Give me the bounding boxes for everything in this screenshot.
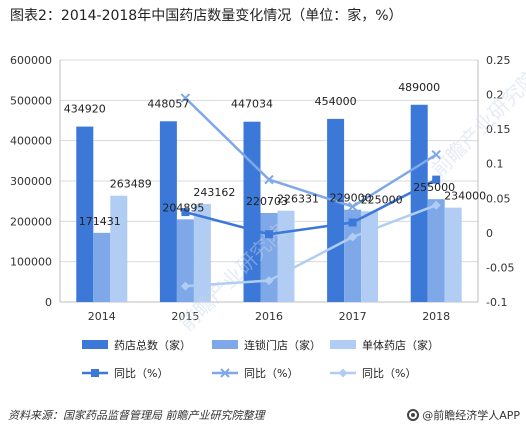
bar xyxy=(176,219,194,302)
data-label: 255000 xyxy=(413,181,455,194)
legend-label: 同比（%） xyxy=(362,367,416,380)
line-point xyxy=(431,150,441,160)
line-point xyxy=(347,201,358,212)
data-label: 234000 xyxy=(444,190,486,203)
y2-tick-label: -0.1 xyxy=(486,296,507,309)
legend-swatch xyxy=(330,340,356,349)
x-tick-label: 2018 xyxy=(422,310,450,323)
line-point xyxy=(431,200,441,210)
legend-label: 药店总数（家） xyxy=(114,338,191,352)
series-line xyxy=(184,97,437,208)
legend-label: 同比（%） xyxy=(114,367,168,380)
y-tick-label: 0 xyxy=(45,296,52,309)
bar xyxy=(277,210,295,302)
footer: 资料来源：国家药品监督管理局 前瞻产业研究院整理 @前瞻经济学人APP xyxy=(8,407,520,427)
y2-tick-label: 0.15 xyxy=(486,123,511,136)
watermark-text: 前瞻产业研究院 xyxy=(427,66,526,182)
bar xyxy=(444,207,462,302)
bar xyxy=(327,118,345,303)
bar xyxy=(110,195,128,302)
data-label: 489000 xyxy=(398,81,440,94)
brand-logo-icon xyxy=(407,409,420,421)
bar xyxy=(193,203,211,302)
bar xyxy=(93,232,111,302)
y-tick-label: 100000 xyxy=(10,256,52,269)
line-point xyxy=(181,208,190,217)
bar xyxy=(361,211,379,302)
legend-swatch xyxy=(212,340,238,349)
bar xyxy=(427,199,445,302)
x-tick-label: 2017 xyxy=(339,310,367,323)
legend-label: 连锁门店（家） xyxy=(244,338,321,352)
line-point xyxy=(220,368,230,378)
line-point xyxy=(180,93,191,103)
bar xyxy=(159,121,177,302)
x-tick-label: 2014 xyxy=(88,310,116,323)
data-label: 447034 xyxy=(231,98,273,111)
series-line xyxy=(185,178,437,236)
legend-label: 单体药店（家） xyxy=(362,338,439,352)
y-tick-label: 400000 xyxy=(10,135,52,148)
line-point xyxy=(91,369,99,377)
data-label: 454000 xyxy=(315,95,357,108)
line-point xyxy=(348,218,357,227)
line-point xyxy=(348,232,358,242)
line-point xyxy=(265,230,273,239)
y2-tick-label: 0.05 xyxy=(486,192,511,205)
line-point xyxy=(264,276,274,286)
line-point xyxy=(264,174,274,185)
bar xyxy=(344,209,362,302)
y-tick-label: 300000 xyxy=(10,175,52,188)
brand-text: @前瞻经济学人APP xyxy=(422,409,520,422)
chart-title: 图表2：2014-2018年中国药店数量变化情况（单位：家，%） xyxy=(10,8,403,24)
y2-tick-label: 0 xyxy=(486,227,493,240)
x-tick-label: 2015 xyxy=(171,310,199,323)
y2-tick-label: 0.2 xyxy=(486,89,504,102)
data-label: 225000 xyxy=(361,193,403,206)
line-point xyxy=(432,175,441,184)
x-tick-label: 2016 xyxy=(255,310,283,323)
legend-swatch xyxy=(82,340,108,349)
data-label: 171431 xyxy=(79,215,121,228)
y2-tick-label: -0.05 xyxy=(486,261,514,274)
bar xyxy=(76,126,94,302)
y-tick-label: 600000 xyxy=(10,54,52,67)
data-label: 263489 xyxy=(110,178,152,191)
brand-credit: @前瞻经济学人APP xyxy=(407,407,520,423)
y-tick-label: 200000 xyxy=(10,215,52,228)
line-point xyxy=(338,368,348,378)
line-point xyxy=(180,281,190,291)
data-label: 434920 xyxy=(64,103,106,116)
data-label: 243162 xyxy=(193,186,235,199)
y2-tick-label: 0.1 xyxy=(486,158,504,171)
y2-tick-label: 0.25 xyxy=(486,54,511,67)
y-tick-label: 500000 xyxy=(10,94,52,107)
source-note: 资料来源：国家药品监督管理局 前瞻产业研究院整理 xyxy=(8,409,265,422)
data-label: 226331 xyxy=(277,193,319,206)
legend-label: 同比（%） xyxy=(244,367,298,380)
data-label: 229000 xyxy=(330,192,372,205)
data-label: 220703 xyxy=(246,195,288,208)
data-label: 448057 xyxy=(147,97,189,110)
series-line xyxy=(185,204,437,288)
bar xyxy=(410,104,428,303)
data-label: 204895 xyxy=(162,201,204,214)
